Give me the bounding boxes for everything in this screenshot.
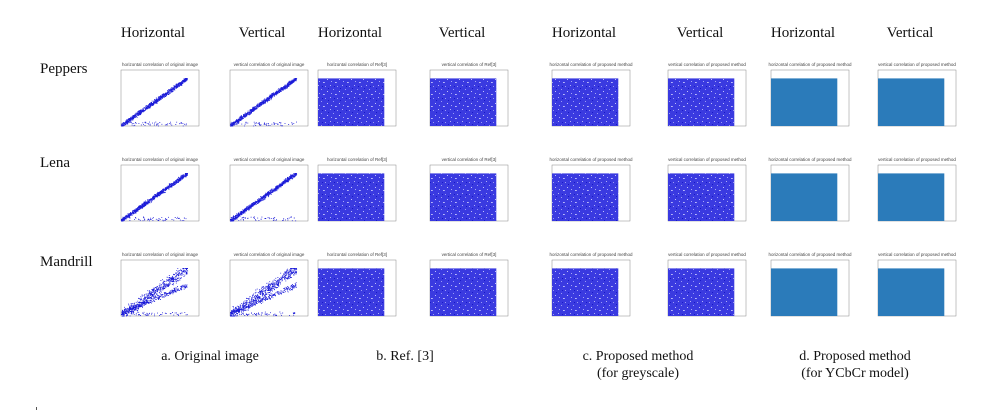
scatter-panel: vertical correlation of original image <box>229 252 309 317</box>
column-header: Horizontal <box>771 25 835 41</box>
scatter-panel: horizontal correlation of proposed metho… <box>549 157 633 222</box>
group-caption: b. Ref. [3] <box>376 349 434 364</box>
panel-title: vertical correlation of Ref[3] <box>442 252 497 257</box>
group-caption: (for greyscale) <box>597 366 679 381</box>
panel-title: vertical correlation of original image <box>234 252 305 257</box>
panel-title: vertical correlation of original image <box>234 62 305 67</box>
row-label: Peppers <box>40 61 88 77</box>
panel-title: vertical correlation of proposed method <box>878 62 956 67</box>
group-caption: a. Original image <box>161 349 259 364</box>
scatter-points <box>121 77 188 127</box>
panel-title: horizontal correlation of Ref[3] <box>327 252 387 257</box>
scatter-panel: vertical correlation of Ref[3] <box>429 252 509 317</box>
scatter-panel: horizontal correlation of Ref[3] <box>317 157 397 222</box>
stray-mark <box>36 407 37 410</box>
panel-title: horizontal correlation of proposed metho… <box>768 62 852 67</box>
scatter-panel: vertical correlation of Ref[3] <box>429 157 509 222</box>
scatter-fill <box>668 173 735 221</box>
scatter-fill <box>552 173 619 221</box>
scatter-panel: vertical correlation of proposed method <box>667 252 746 317</box>
panel-title: vertical correlation of Ref[3] <box>442 157 497 162</box>
scatter-panel: horizontal correlation of proposed metho… <box>549 62 633 127</box>
panel-title: horizontal correlation of original image <box>122 252 199 257</box>
column-header: Vertical <box>677 25 724 41</box>
panel-title: horizontal correlation of Ref[3] <box>327 157 387 162</box>
panel-title: horizontal correlation of proposed metho… <box>768 252 852 257</box>
panel-title: vertical correlation of Ref[3] <box>442 62 497 67</box>
panel-title: horizontal correlation of original image <box>122 157 199 162</box>
scatter-panel: horizontal correlation of Ref[3] <box>317 62 397 127</box>
column-header: Vertical <box>239 25 286 41</box>
scatter-fill <box>771 78 838 126</box>
scatter-fill <box>878 78 945 126</box>
scatter-panel: horizontal correlation of original image <box>120 252 200 317</box>
scatter-points <box>121 172 188 222</box>
scatter-fill <box>878 268 945 316</box>
panel-title: horizontal correlation of proposed metho… <box>549 252 633 257</box>
scatter-fill <box>318 268 385 316</box>
scatter-panel: horizontal correlation of proposed metho… <box>768 252 852 317</box>
group-caption: (for YCbCr model) <box>801 366 909 381</box>
panel-title: vertical correlation of proposed method <box>878 157 956 162</box>
scatter-fill <box>430 173 497 221</box>
scatter-panel: vertical correlation of proposed method <box>667 157 746 222</box>
group-caption: c. Proposed method <box>583 349 694 364</box>
scatter-fill <box>668 78 735 126</box>
column-header: Horizontal <box>121 25 185 41</box>
scatter-fill <box>318 78 385 126</box>
scatter-panel: horizontal correlation of proposed metho… <box>768 62 852 127</box>
scatter-panel: vertical correlation of proposed method <box>877 157 956 222</box>
group-caption: d. Proposed method <box>799 349 911 364</box>
scatter-fill <box>552 78 619 126</box>
scatter-panel: vertical correlation of Ref[3] <box>429 62 509 127</box>
scatter-panel: vertical correlation of proposed method <box>877 62 956 127</box>
panel-title: horizontal correlation of original image <box>122 62 199 67</box>
panel-title: horizontal correlation of proposed metho… <box>549 157 633 162</box>
panel-title: horizontal correlation of proposed metho… <box>549 62 633 67</box>
scatter-panel: vertical correlation of proposed method <box>667 62 746 127</box>
scatter-panel: vertical correlation of original image <box>229 157 309 222</box>
scatter-panel: horizontal correlation of original image <box>120 62 200 127</box>
panel-title: vertical correlation of proposed method <box>878 252 956 257</box>
scatter-fill <box>552 268 619 316</box>
scatter-fill <box>771 268 838 316</box>
scatter-points <box>230 77 298 127</box>
scatter-fill <box>878 173 945 221</box>
scatter-panel: vertical correlation of original image <box>229 62 309 127</box>
row-label: Lena <box>40 155 70 171</box>
scatter-panel: horizontal correlation of proposed metho… <box>549 252 633 317</box>
panel-title: horizontal correlation of Ref[3] <box>327 62 387 67</box>
scatter-panel: horizontal correlation of Ref[3] <box>317 252 397 317</box>
scatter-fill <box>318 173 385 221</box>
scatter-fill <box>668 268 735 316</box>
panel-title: vertical correlation of proposed method <box>668 252 746 257</box>
scatter-points <box>230 172 298 222</box>
panel-title: vertical correlation of original image <box>234 157 305 162</box>
scatter-points <box>230 267 298 317</box>
row-label: Mandrill <box>40 254 93 270</box>
column-header: Vertical <box>439 25 486 41</box>
column-header: Vertical <box>887 25 934 41</box>
scatter-fill <box>430 268 497 316</box>
column-header: Horizontal <box>552 25 616 41</box>
scatter-points <box>121 267 189 317</box>
scatter-fill <box>430 78 497 126</box>
panel-title: vertical correlation of proposed method <box>668 62 746 67</box>
scatter-panel: horizontal correlation of original image <box>120 157 200 222</box>
scatter-panel: vertical correlation of proposed method <box>877 252 956 317</box>
panel-title: horizontal correlation of proposed metho… <box>768 157 852 162</box>
scatter-panel: horizontal correlation of proposed metho… <box>768 157 852 222</box>
scatter-fill <box>771 173 838 221</box>
column-header: Horizontal <box>318 25 382 41</box>
panel-title: vertical correlation of proposed method <box>668 157 746 162</box>
